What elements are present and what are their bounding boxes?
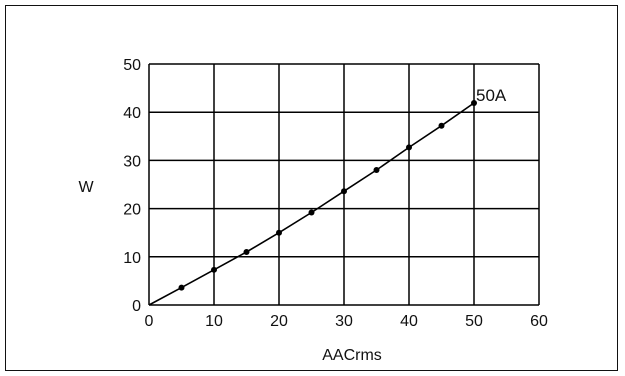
data-point	[243, 248, 250, 255]
y-axis-ticks: 0 10 20 30 40 50	[123, 57, 141, 315]
data-point	[211, 266, 217, 273]
series-line	[148, 102, 475, 306]
data-point	[471, 100, 477, 107]
y-tick-label: 0	[132, 298, 141, 315]
data-points	[178, 100, 477, 291]
y-tick-label: 10	[123, 250, 141, 267]
x-tick-label: 10	[205, 313, 223, 330]
x-tick-label: 30	[335, 313, 353, 330]
x-tick-label: 0	[145, 313, 154, 330]
data-point	[276, 229, 282, 236]
y-tick-label: 30	[123, 153, 141, 170]
grid	[148, 63, 540, 306]
data-point	[178, 284, 185, 291]
x-tick-label: 20	[270, 313, 288, 330]
annotation-label: 50A	[476, 86, 507, 105]
chart-frame	[5, 5, 618, 371]
x-tick-label: 50	[465, 313, 483, 330]
x-tick-label: 60	[530, 313, 548, 330]
y-tick-label: 20	[123, 202, 141, 219]
y-tick-label: 50	[123, 57, 141, 74]
data-point	[373, 167, 380, 174]
data-point	[341, 188, 347, 195]
data-point	[438, 122, 445, 129]
x-axis-label: AACrms	[322, 347, 382, 364]
x-tick-label: 40	[400, 313, 418, 330]
x-axis-ticks: 0 10 20 30 40 50 60	[145, 313, 548, 330]
data-point	[406, 144, 412, 151]
y-axis-label: W	[78, 179, 94, 196]
y-tick-label: 40	[123, 105, 141, 122]
data-point	[308, 209, 315, 216]
